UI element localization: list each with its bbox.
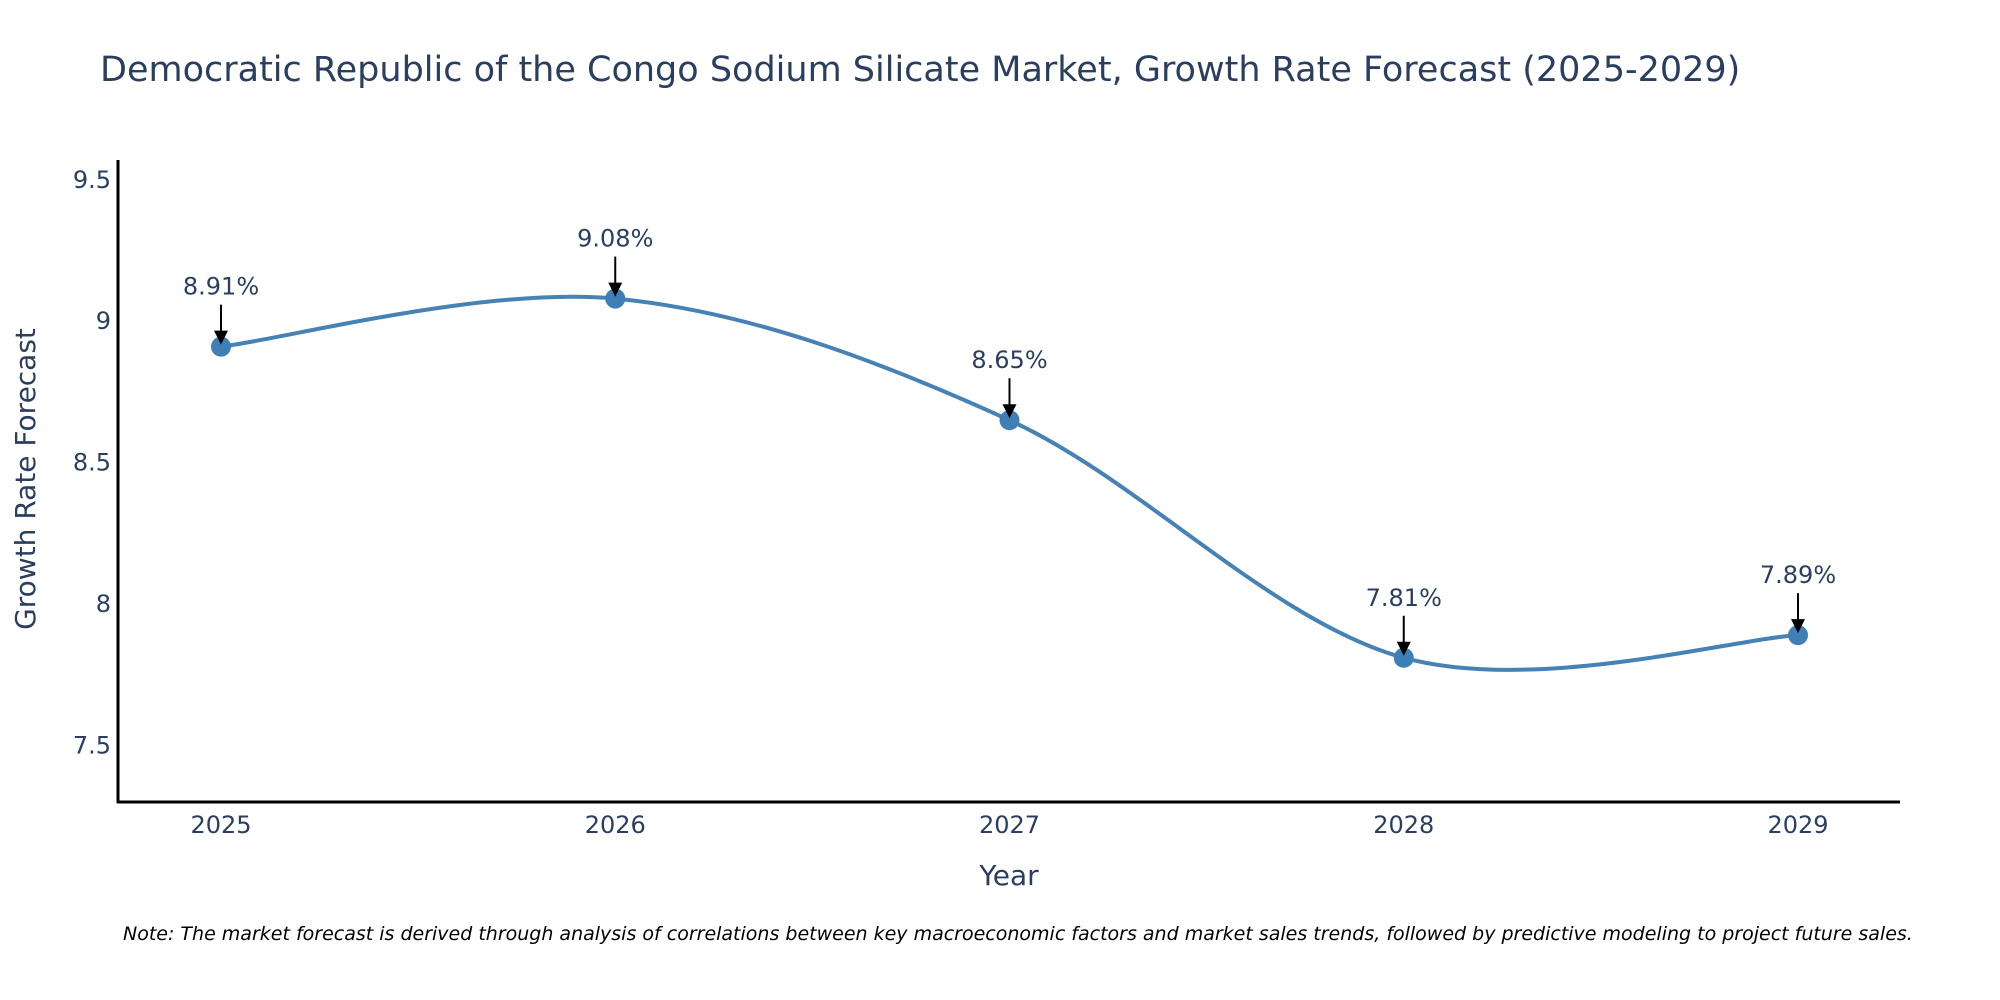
x-axis-title: Year <box>978 859 1039 892</box>
data-point-2028 <box>1393 647 1414 668</box>
x-tick-label: 2026 <box>585 811 646 839</box>
x-tick-label: 2028 <box>1373 811 1434 839</box>
data-point-2025 <box>211 336 231 357</box>
annotation-arrow-head <box>1396 641 1411 656</box>
annotation-2029: 7.89% <box>1760 561 1836 634</box>
data-label: 9.08% <box>577 225 653 253</box>
annotation-arrow-head <box>1791 619 1805 634</box>
series-markers <box>211 288 1808 668</box>
footnote: Note: The market forecast is derived thr… <box>123 923 1913 945</box>
annotation-2026: 9.08% <box>577 225 653 297</box>
y-tick-label: 9.5 <box>73 166 111 194</box>
annotation-arrow-head <box>214 330 228 345</box>
annotation-arrow-head <box>608 282 623 297</box>
data-point-2029 <box>1788 625 1808 646</box>
x-axis-ticks: 2025 2026 2027 2028 2029 <box>190 811 1828 839</box>
y-tick-label: 8 <box>96 590 111 618</box>
x-tick-label: 2027 <box>979 811 1040 839</box>
data-label: 7.81% <box>1366 584 1442 612</box>
x-tick-label: 2029 <box>1767 811 1828 839</box>
y-tick-label: 7.5 <box>73 731 111 759</box>
y-tick-label: 8.5 <box>73 449 111 477</box>
y-axis-ticks: 7.5 8 8.5 9 9.5 <box>73 166 111 760</box>
data-annotations: 8.91% 9.08% 8.65% 7.81% 7.89% <box>183 225 1836 656</box>
annotation-2027: 8.65% <box>971 346 1048 419</box>
y-tick-label: 9 <box>96 307 111 335</box>
data-point-2027 <box>999 410 1020 431</box>
data-point-2026 <box>605 288 626 309</box>
annotation-2028: 7.81% <box>1366 584 1442 656</box>
data-label: 7.89% <box>1760 561 1836 589</box>
data-label: 8.65% <box>971 346 1047 374</box>
x-tick-label: 2025 <box>190 811 251 839</box>
y-axis-title: Growth Rate Forecast <box>9 328 42 630</box>
data-label: 8.91% <box>183 273 259 301</box>
annotation-arrow-head <box>1002 404 1017 419</box>
annotation-2025: 8.91% <box>183 273 259 345</box>
chart-title: Democratic Republic of the Congo Sodium … <box>100 50 1740 90</box>
